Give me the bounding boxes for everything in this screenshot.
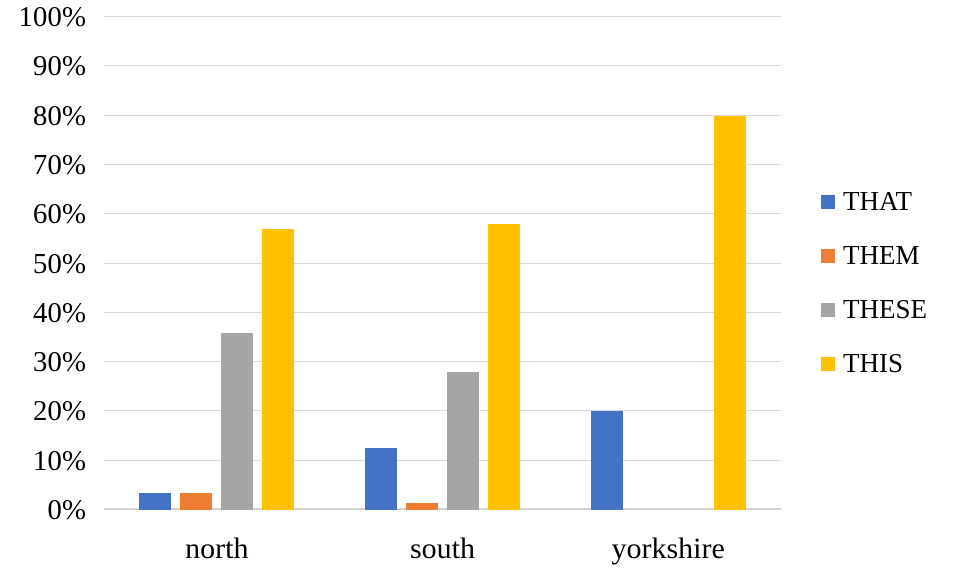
- bar-that-yorkshire: [590, 411, 623, 510]
- x-axis: north south yorkshire: [0, 531, 955, 571]
- y-tick-label-0: 0%: [47, 494, 86, 526]
- gridline-70: [104, 163, 781, 165]
- y-tick-label-50: 50%: [32, 247, 86, 280]
- y-tick-label-40: 40%: [32, 296, 86, 329]
- legend-swatch-that-icon: [821, 194, 835, 209]
- gridline-80: [104, 114, 781, 116]
- y-tick-label-60: 60%: [32, 198, 86, 231]
- bar-them-south: [405, 502, 438, 510]
- plot-area: [104, 16, 781, 510]
- legend-item-these: THESE: [821, 296, 927, 323]
- x-label-north: north: [185, 532, 249, 565]
- legend-label-that: THAT: [843, 186, 912, 216]
- legend-item-this: THIS: [821, 350, 927, 377]
- gridline-40: [104, 311, 781, 313]
- y-tick-label-90: 90%: [32, 50, 86, 83]
- x-label-yorkshire: yorkshire: [611, 532, 725, 565]
- bar-them-north: [180, 492, 213, 510]
- bar-this-yorkshire: [713, 115, 746, 510]
- gridline-30: [104, 361, 781, 363]
- bar-group-yorkshire: [555, 17, 781, 510]
- bar-this-north: [262, 229, 295, 510]
- legend-swatch-them-icon: [821, 248, 835, 263]
- bar-group-north: [104, 17, 330, 510]
- bar-group-south: [330, 17, 556, 510]
- x-axis-line: [104, 508, 781, 510]
- legend-item-them: THEM: [821, 242, 927, 269]
- bar-that-south: [364, 448, 397, 510]
- gridline-50: [104, 262, 781, 264]
- y-tick-label-10: 10%: [32, 444, 86, 477]
- legend-label-them: THEM: [843, 240, 920, 270]
- gridline-90: [104, 65, 781, 67]
- legend: THAT THEM THESE THIS: [821, 188, 927, 377]
- legend-item-that: THAT: [821, 188, 927, 215]
- legend-label-this: THIS: [843, 348, 903, 378]
- bar-these-south: [446, 371, 479, 510]
- gridline-60: [104, 213, 781, 215]
- x-label-south: south: [409, 532, 475, 565]
- legend-swatch-these-icon: [821, 302, 835, 317]
- bar-this-south: [487, 224, 520, 510]
- bar-these-north: [221, 332, 254, 510]
- y-tick-label-100: 100%: [18, 1, 86, 33]
- gridline-10: [104, 459, 781, 461]
- y-tick-label-20: 20%: [32, 395, 86, 428]
- gridline-100: [104, 16, 781, 17]
- y-tick-label-70: 70%: [32, 148, 86, 181]
- y-tick-label-80: 80%: [32, 99, 86, 132]
- y-tick-label-30: 30%: [32, 346, 86, 379]
- legend-label-these: THESE: [843, 294, 927, 324]
- gridline-20: [104, 410, 781, 412]
- bar-that-north: [139, 492, 172, 510]
- y-axis: 0% 10% 20% 30% 40% 50% 60% 70% 80% 90% 100%: [0, 1, 88, 526]
- legend-swatch-this-icon: [821, 356, 835, 371]
